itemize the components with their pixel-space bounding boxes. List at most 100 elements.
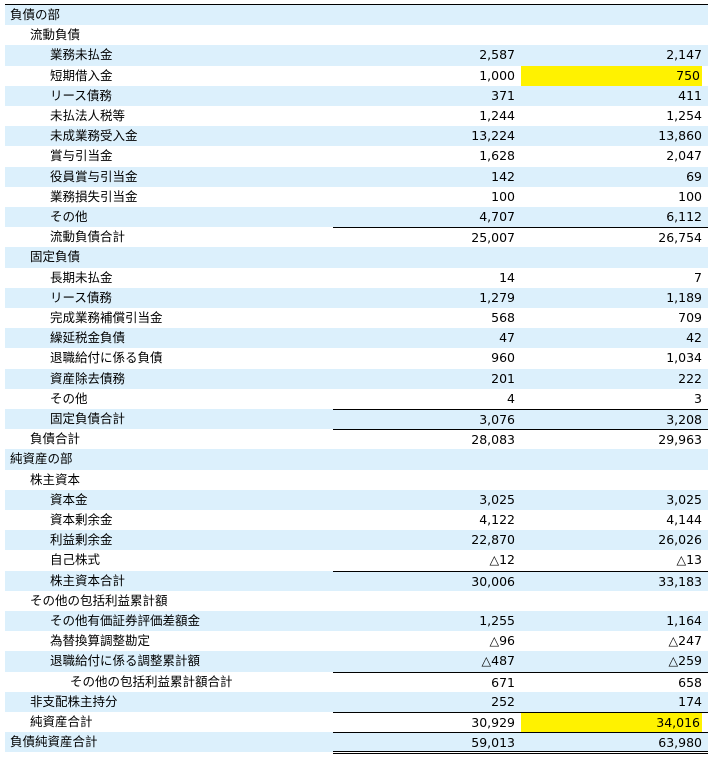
amount-cell: 3,208 — [521, 409, 708, 429]
amount-cell: 6,112 — [521, 207, 708, 227]
amount-cell: 2,147 — [521, 45, 708, 65]
amount: 222 — [678, 370, 702, 386]
amount: 30,006 — [471, 573, 515, 589]
amount: 960 — [491, 350, 515, 366]
row-label: 繰延税金負債 — [50, 330, 126, 346]
amount: 1,628 — [479, 148, 515, 164]
row-label: リース債務 — [50, 289, 112, 305]
row-label: 純資産合計 — [30, 714, 93, 729]
amount-cell: 2,047 — [521, 146, 708, 166]
row-label: 純資産の部 — [10, 451, 73, 467]
amount-cell: 142 — [333, 167, 521, 187]
amount: 28,083 — [471, 432, 515, 448]
table-row: 賞与引当金 1,628 2,047 — [5, 146, 708, 166]
table-row: 資本金 3,025 3,025 — [5, 489, 708, 510]
row-label: 株主資本合計 — [50, 572, 126, 588]
row-label: 長期未払金 — [50, 269, 113, 285]
amount-cell: 13,860 — [521, 126, 708, 146]
amount: 252 — [491, 693, 515, 709]
table-row: 資産除去債務 201 222 — [5, 368, 708, 389]
amount: 100 — [491, 188, 515, 204]
amount: 709 — [678, 310, 702, 325]
row-label: 業務損失引当金 — [50, 188, 138, 204]
amount-cell: 34,016 — [521, 712, 708, 734]
table-row: 業務損失引当金 100 100 — [5, 187, 708, 207]
amount-cell: 69 — [521, 167, 708, 187]
row-label: 流動負債 — [30, 27, 81, 43]
amount-cell: 33,183 — [521, 570, 708, 591]
amount: 1,034 — [666, 350, 702, 366]
amount: 25,007 — [471, 230, 515, 246]
amount: 658 — [678, 674, 702, 690]
row-label: 賞与引当金 — [50, 148, 113, 164]
table-row: 自己株式 △12 △13 — [5, 550, 708, 570]
amount: 2,147 — [666, 47, 702, 63]
amount: 59,013 — [471, 735, 515, 751]
amount: 6,112 — [666, 209, 702, 224]
amount: 22,870 — [471, 532, 515, 548]
row-label: 未払法人税等 — [50, 108, 126, 123]
amount-cell: 30,929 — [333, 712, 521, 732]
amount-cell: 252 — [333, 692, 521, 712]
table-row: 純資産の部 — [5, 449, 708, 470]
amount-cell: 1,244 — [333, 106, 521, 126]
table-row: 繰延税金負債 47 42 — [5, 328, 708, 349]
table-row: 役員賞与引当金 142 69 — [5, 166, 708, 187]
amount-cell: 3,076 — [333, 409, 521, 429]
table-row: 未成業務受入金 13,224 13,860 — [5, 126, 708, 147]
row-label: 非支配株主持分 — [30, 693, 118, 709]
amount-cell: 4,144 — [521, 510, 708, 530]
amount-cell: 42 — [521, 328, 708, 348]
table-row: 業務未払金 2,587 2,147 — [5, 45, 708, 66]
amount-cell: 63,980 — [521, 732, 708, 752]
amount-cell: 658 — [521, 671, 708, 692]
amount-cell: 1,279 — [333, 288, 521, 308]
amount: 371 — [491, 87, 515, 103]
amount: 1,254 — [666, 108, 702, 123]
table-row: 負債合計 28,083 29,963 — [5, 429, 708, 449]
amount: 2,047 — [666, 148, 702, 164]
amount: 3 — [694, 390, 702, 406]
amount-cell: △96 — [333, 631, 521, 651]
amount-cell: 1,189 — [521, 288, 708, 308]
amount-cell: 568 — [333, 308, 521, 328]
amount-cell: 14 — [333, 268, 521, 288]
bottom-rule — [333, 751, 708, 755]
amount: 1,189 — [666, 289, 702, 305]
table-row: 流動負債 — [5, 25, 708, 45]
row-label: その他の包括利益累計額合計 — [70, 673, 233, 689]
row-label: 資本剰余金 — [50, 512, 113, 527]
amount: 63,980 — [658, 735, 702, 751]
amount: 42 — [686, 330, 702, 346]
row-label: 資産除去債務 — [50, 370, 126, 386]
table-row: 利益剰余金 22,870 26,026 — [5, 530, 708, 551]
row-label: その他の包括利益累計額 — [30, 592, 168, 608]
amount: △12 — [489, 552, 515, 568]
amount: 1,244 — [479, 108, 515, 123]
amount-cell: 100 — [333, 187, 521, 207]
amount-cell: 4 — [333, 389, 521, 409]
row-label: 固定負債合計 — [50, 411, 126, 426]
row-label: 退職給付に係る調整累計額 — [50, 653, 201, 669]
table-row: リース債務 371 411 — [5, 85, 708, 106]
amount: 568 — [491, 310, 515, 325]
table-row: 株主資本合計 30,006 33,183 — [5, 570, 708, 591]
row-label: 退職給付に係る負債 — [50, 350, 163, 366]
amount: 33,183 — [658, 573, 702, 589]
amount-cell: 7 — [521, 268, 708, 288]
amount-cell: 25,007 — [333, 227, 521, 247]
amount: 3,076 — [479, 412, 515, 427]
amount: 1,164 — [666, 613, 702, 628]
amount: 29,963 — [658, 432, 702, 448]
table-row: 固定負債 — [5, 247, 708, 268]
amount: △13 — [676, 552, 702, 568]
table-row: 為替換算調整勘定 △96 △247 — [5, 631, 708, 651]
amount: 750 — [521, 65, 702, 86]
row-label: 負債純資産合計 — [10, 734, 98, 750]
table-row: 負債純資産合計 59,013 63,980 — [5, 732, 708, 753]
amount: 174 — [678, 693, 702, 709]
amount: △259 — [668, 653, 702, 669]
amount-cell: 671 — [333, 671, 521, 692]
row-label: 完成業務補償引当金 — [50, 310, 163, 325]
amount: 1,279 — [479, 289, 515, 305]
